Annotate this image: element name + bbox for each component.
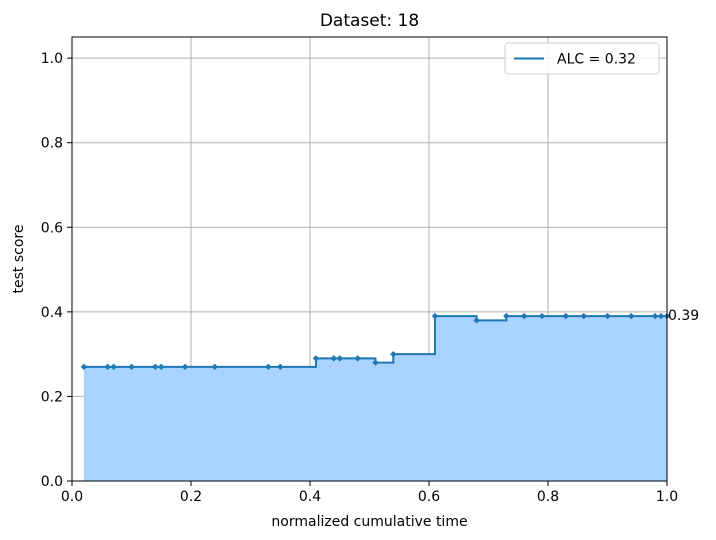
series-line (83, 315, 667, 368)
plot-frame (71, 36, 668, 482)
data-point-23 (604, 312, 611, 320)
data-point-22 (580, 312, 587, 320)
legend: ALC = 0.32 (504, 42, 660, 75)
data-point-9 (277, 363, 284, 371)
y-tick-label-1: 0.2 (41, 389, 63, 405)
data-point-18 (503, 312, 510, 320)
final-value-annotation: 0.39 (668, 308, 699, 324)
data-point-14 (372, 359, 379, 366)
area-fill (83, 316, 667, 481)
x-tick-label-4: 0.8 (537, 489, 559, 505)
legend-box (504, 42, 660, 75)
x-tick-label-3: 0.6 (418, 489, 440, 505)
x-axis-label: normalized cumulative time (271, 514, 467, 530)
data-point-1 (104, 363, 111, 371)
y-tick-label-0: 0.0 (41, 474, 63, 490)
data-point-5 (158, 363, 165, 371)
data-point-15 (390, 350, 397, 358)
area-layer (83, 316, 667, 481)
y-tick-label-5: 1.0 (41, 51, 63, 67)
data-point-7 (211, 363, 218, 371)
legend-label: ALC = 0.32 (557, 52, 636, 68)
data-point-11 (330, 355, 337, 362)
data-point-0 (80, 363, 88, 371)
chart-title: Dataset: 18 (320, 11, 419, 31)
data-point-24 (628, 312, 635, 320)
y-tick-label-2: 0.4 (41, 305, 63, 321)
data-point-21 (562, 312, 570, 320)
line-layer (83, 315, 667, 368)
data-point-3 (128, 363, 135, 371)
data-point-19 (521, 312, 528, 320)
data-point-16 (431, 312, 439, 320)
data-point-13 (354, 355, 361, 362)
y-tick-label-3: 0.6 (41, 220, 63, 236)
data-point-2 (110, 363, 117, 371)
data-point-10 (312, 355, 320, 362)
x-tick-label-1: 0.2 (180, 489, 202, 505)
data-point-8 (265, 363, 272, 371)
data-point-26 (657, 312, 665, 320)
x-tick-label-0: 0.0 (61, 489, 83, 505)
data-point-6 (181, 363, 189, 371)
y-axis-label: test score (11, 225, 27, 294)
data-point-25 (651, 312, 659, 320)
x-axis-ticks: 0.0 0.2 0.4 0.6 0.8 1.0 (61, 481, 678, 505)
x-tick-label-5: 1.0 (656, 489, 678, 505)
y-tick-label-4: 0.8 (41, 136, 63, 152)
data-point-4 (152, 363, 159, 371)
x-tick-label-2: 0.4 (299, 489, 321, 505)
marker-layer (80, 312, 671, 371)
data-point-17 (473, 317, 480, 324)
data-point-20 (538, 312, 546, 320)
data-point-12 (336, 355, 343, 362)
y-axis-ticks: 0.0 0.2 0.4 0.6 0.8 1.0 (41, 51, 72, 490)
